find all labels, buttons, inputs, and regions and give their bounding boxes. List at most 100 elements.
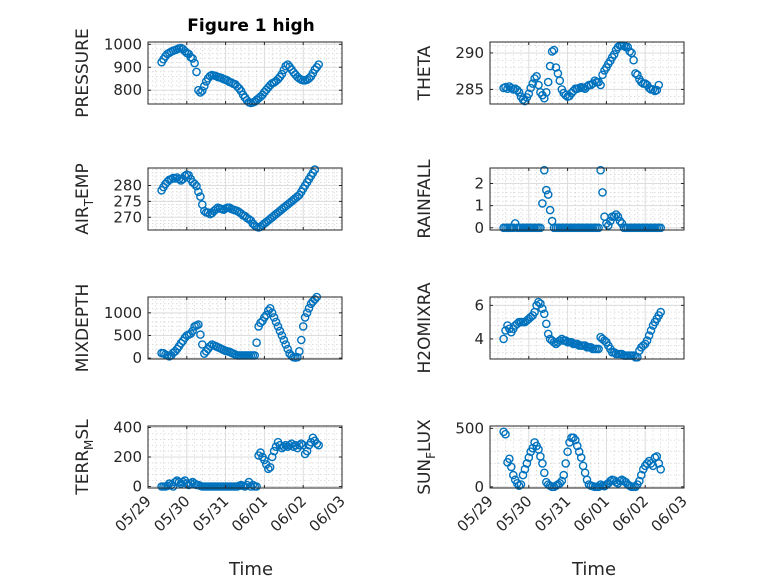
data-point [617, 349, 627, 359]
data-point [528, 79, 538, 88]
data-point [573, 339, 582, 349]
data-point [312, 439, 322, 449]
data-point [194, 320, 203, 329]
y-tick-label: 280 [113, 176, 142, 194]
y-tick-label: 1 [474, 197, 484, 215]
data-point [512, 85, 522, 95]
data-point [635, 476, 644, 486]
data-point [176, 338, 186, 348]
data-point [501, 82, 510, 92]
data-point [536, 299, 545, 309]
data-point [540, 468, 549, 478]
x-axis-label-right: Time [571, 559, 616, 580]
data-point [650, 453, 660, 462]
x-tick-label: 06/02 [609, 492, 652, 535]
y-axis-label: THETA [415, 45, 435, 101]
data-point [302, 446, 312, 456]
axes-2: 285 290 THETA [415, 41, 685, 106]
y-tick-label: 500 [455, 419, 484, 437]
data-point [524, 453, 534, 462]
x-tick-label: 06/03 [648, 492, 691, 535]
data-point [594, 482, 603, 492]
data-point [609, 212, 619, 221]
data-point [277, 331, 287, 340]
axes-6: 4 6 H2OMIXRA [415, 282, 685, 374]
data-point [642, 336, 652, 345]
y-tick-label: 0 [474, 478, 484, 496]
data-point [252, 338, 261, 348]
data-point [269, 313, 279, 322]
data-point [606, 476, 615, 486]
data-point [168, 482, 178, 491]
y-tick-label: 200 [113, 448, 142, 466]
data-point [197, 86, 207, 95]
data-point [547, 47, 557, 56]
y-tick-label: 6 [474, 296, 484, 314]
data-point [314, 60, 324, 69]
data-point [501, 326, 510, 335]
y-axis-label: TERRMSL [73, 419, 96, 496]
data-point [571, 435, 580, 445]
data-point [534, 297, 543, 307]
data-point [283, 344, 293, 354]
data-point [532, 72, 541, 81]
data-point [293, 352, 302, 362]
data-point [306, 437, 316, 447]
data-point [302, 308, 312, 318]
data-point [540, 165, 549, 175]
x-tick-label: 05/29 [112, 492, 155, 535]
chart-title: Figure 1 high [187, 16, 315, 36]
data-point [192, 181, 201, 191]
y-tick-label: 0 [132, 349, 142, 367]
data-point [267, 452, 277, 462]
data-point [186, 479, 195, 488]
data-point [298, 322, 308, 331]
data-point [285, 440, 294, 450]
axes-4: 0 1 2 RAINFALL [415, 159, 685, 239]
data-point [637, 470, 646, 480]
data-point [542, 88, 551, 97]
data-point [269, 446, 279, 456]
data-point [279, 335, 289, 345]
data-point [263, 464, 273, 474]
data-point [631, 482, 640, 492]
data-point [522, 459, 532, 468]
y-tick-label: 285 [455, 80, 484, 98]
axes-frame [489, 296, 685, 360]
y-axis-label: RAINFALL [415, 159, 435, 239]
data-point [596, 165, 605, 175]
data-point [545, 205, 555, 215]
data-point [252, 482, 261, 491]
data-point [310, 165, 320, 174]
data-point [538, 199, 547, 208]
data-point [526, 83, 536, 93]
axes-frame [489, 425, 685, 489]
data-point [623, 42, 633, 52]
y-tick-label: 1000 [104, 304, 142, 322]
data-point [656, 307, 666, 317]
data-point [275, 326, 285, 336]
data-point [310, 294, 320, 304]
data-point [609, 50, 619, 59]
y-tick-label: 500 [113, 326, 142, 344]
data-point [646, 326, 656, 335]
data-point [551, 63, 561, 72]
axes-frame [147, 41, 343, 105]
data-point [590, 76, 600, 85]
y-tick-label: 0 [474, 219, 484, 237]
data-point [499, 427, 508, 437]
x-tick-label: 06/02 [267, 492, 310, 535]
data-point [196, 192, 205, 201]
data-point [633, 70, 642, 80]
data-point [569, 433, 578, 443]
data-point [304, 303, 314, 313]
data-point [514, 481, 524, 491]
data-point [524, 89, 534, 99]
data-point [298, 440, 308, 450]
data-point [281, 340, 291, 349]
data-point [256, 448, 265, 457]
data-point [559, 470, 569, 480]
data-point [518, 470, 528, 480]
